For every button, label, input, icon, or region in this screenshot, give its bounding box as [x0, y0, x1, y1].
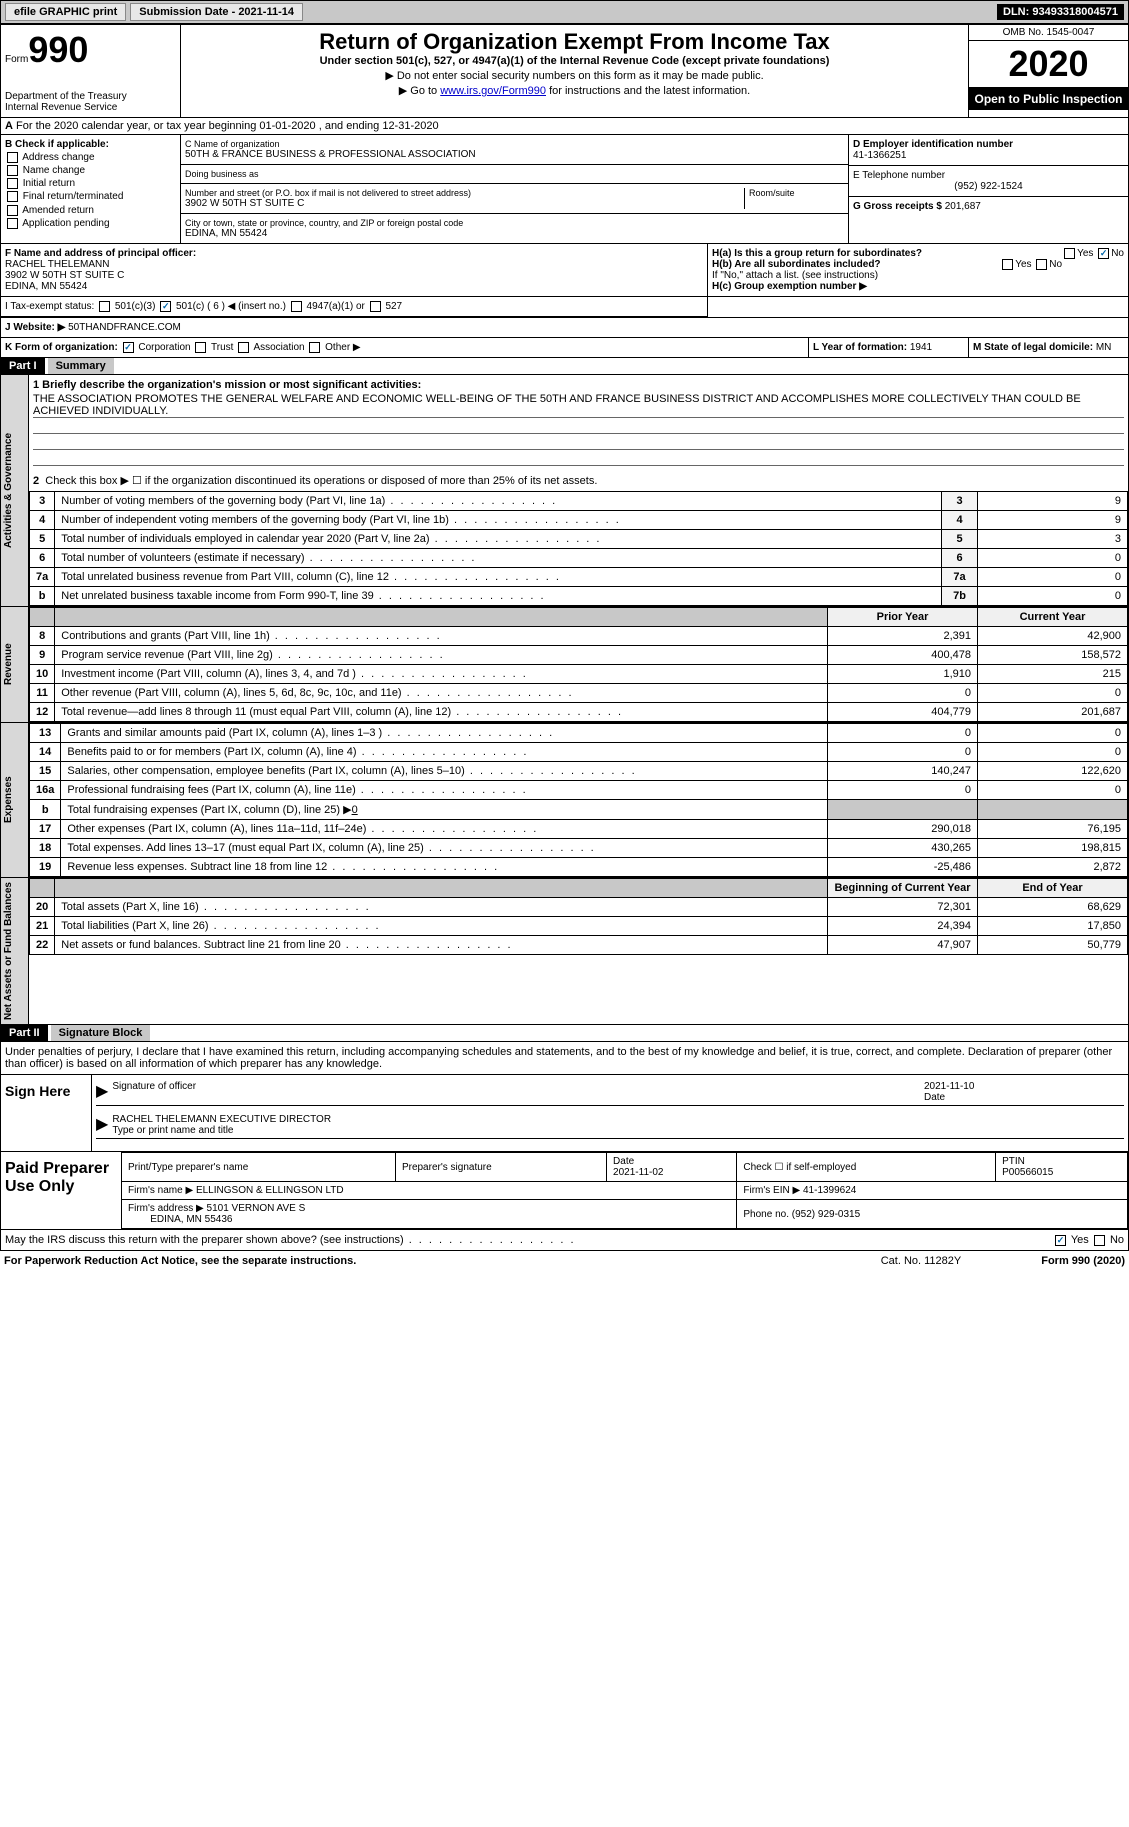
discuss-yes[interactable]: [1055, 1235, 1066, 1246]
paid-preparer-label: Paid Preparer Use Only: [1, 1152, 121, 1229]
dept-treasury: Department of the Treasury Internal Reve…: [5, 91, 176, 113]
governance-table: 3Number of voting members of the governi…: [29, 491, 1128, 606]
form-990-label: Form 990: [5, 29, 176, 71]
dln: DLN: 93493318004571: [997, 4, 1124, 20]
street-address: 3902 W 50TH ST SUITE C: [185, 198, 744, 209]
top-bar: efile GRAPHIC print Submission Date - 20…: [0, 0, 1129, 24]
501c-check[interactable]: [160, 301, 171, 312]
note-ssn: ▶ Do not enter social security numbers o…: [189, 69, 960, 82]
form-ref: Form 990 (2020): [1041, 1255, 1125, 1267]
ptin: P00566015: [1002, 1167, 1053, 1178]
hb-no[interactable]: [1036, 259, 1047, 270]
check-final: Final return/terminated: [5, 191, 176, 202]
summary-governance: Activities & Governance 1 Briefly descri…: [0, 375, 1129, 607]
firm-name: ELLINGSON & ELLINGSON LTD: [196, 1185, 344, 1196]
year-formation: 1941: [910, 342, 932, 353]
4947-check[interactable]: [291, 301, 302, 312]
officer-printed: RACHEL THELEMANN EXECUTIVE DIRECTOR: [112, 1114, 331, 1125]
website: 50THANDFRANCE.COM: [68, 322, 181, 333]
check-address: Address change: [5, 152, 176, 163]
vert-revenue: Revenue: [1, 607, 29, 722]
prep-date: 2021-11-02: [613, 1167, 663, 1178]
firm-phone: (952) 929-0315: [792, 1209, 860, 1220]
domicile: MN: [1096, 342, 1112, 353]
irs-link[interactable]: www.irs.gov/Form990: [440, 85, 546, 97]
box-f-h: F Name and address of principal officer:…: [0, 244, 1129, 297]
check-name: Name change: [5, 165, 176, 176]
vert-netassets: Net Assets or Fund Balances: [1, 878, 29, 1024]
prep-row1: Print/Type preparer's name Preparer's si…: [122, 1153, 1128, 1182]
officer-name: RACHEL THELEMANN: [5, 259, 109, 270]
501c3-check[interactable]: [99, 301, 110, 312]
officer-addr1: 3902 W 50TH ST SUITE C: [5, 270, 124, 281]
firm-addr2: EDINA, MN 55436: [150, 1214, 232, 1225]
revenue-table: Prior YearCurrent Year8Contributions and…: [29, 607, 1128, 722]
form-subtitle: Under section 501(c), 527, or 4947(a)(1)…: [189, 55, 960, 67]
firm-ein: 41-1399624: [803, 1185, 856, 1196]
check-amended: Amended return: [5, 205, 176, 216]
sign-here-label: Sign Here: [1, 1075, 91, 1151]
527-check[interactable]: [370, 301, 381, 312]
sign-date: 2021-11-10: [924, 1081, 974, 1092]
sign-here-block: Sign Here ▶ Signature of officer 2021-11…: [0, 1075, 1129, 1152]
summary-expenses: Expenses 13Grants and similar amounts pa…: [0, 723, 1129, 878]
firm-addr1: 5101 VERNON AVE S: [207, 1203, 306, 1214]
signature-declaration: Under penalties of perjury, I declare th…: [0, 1042, 1129, 1075]
city-state: EDINA, MN 55424: [185, 228, 844, 239]
part1-header: Part I Summary: [0, 358, 1129, 375]
discuss-row: May the IRS discuss this return with the…: [0, 1230, 1129, 1251]
ha-yes[interactable]: [1064, 248, 1075, 259]
assoc-check[interactable]: [238, 342, 249, 353]
box-j: J Website: ▶ 50THANDFRANCE.COM: [0, 318, 1129, 338]
part2-header: Part II Signature Block: [0, 1025, 1129, 1042]
box-d-e-g: D Employer identification number 41-1366…: [848, 135, 1128, 243]
mission-text: THE ASSOCIATION PROMOTES THE GENERAL WEL…: [33, 393, 1124, 418]
hb-yes[interactable]: [1002, 259, 1013, 270]
tax-year-row: A For the 2020 calendar year, or tax yea…: [0, 118, 1129, 135]
form-header: Form 990 Department of the Treasury Inte…: [0, 24, 1129, 118]
cat-no: Cat. No. 11282Y: [881, 1255, 962, 1267]
corp-check[interactable]: [123, 342, 134, 353]
box-k-l-m: K Form of organization: Corporation Trus…: [0, 338, 1129, 358]
officer-addr2: EDINA, MN 55424: [5, 281, 87, 292]
info-grid: B Check if applicable: Address change Na…: [0, 135, 1129, 244]
form-title: Return of Organization Exempt From Incom…: [189, 29, 960, 55]
omb-number: OMB No. 1545-0047: [969, 25, 1128, 41]
gross-receipts: 201,687: [945, 201, 981, 212]
prep-row2: Firm's name ▶ ELLINGSON & ELLINGSON LTD …: [122, 1182, 1128, 1200]
ha-no[interactable]: [1098, 248, 1109, 259]
trust-check[interactable]: [195, 342, 206, 353]
paid-preparer-block: Paid Preparer Use Only Print/Type prepar…: [0, 1152, 1129, 1230]
note-link: ▶ Go to www.irs.gov/Form990 for instruct…: [189, 84, 960, 97]
expenses-table: 13Grants and similar amounts paid (Part …: [29, 723, 1128, 877]
box-i-j: I Tax-exempt status: 501(c)(3) 501(c) ( …: [0, 297, 1129, 318]
page-footer: For Paperwork Reduction Act Notice, see …: [0, 1251, 1129, 1271]
discuss-no[interactable]: [1094, 1235, 1105, 1246]
summary-netassets: Net Assets or Fund Balances Beginning of…: [0, 878, 1129, 1025]
vert-expenses: Expenses: [1, 723, 29, 877]
vert-governance: Activities & Governance: [1, 375, 29, 606]
org-name: 50TH & FRANCE BUSINESS & PROFESSIONAL AS…: [185, 149, 844, 160]
box-c: C Name of organization 50TH & FRANCE BUS…: [181, 135, 848, 243]
ein: 41-1366251: [853, 150, 906, 161]
check-initial: Initial return: [5, 178, 176, 189]
prep-row3: Firm's address ▶ 5101 VERNON AVE S EDINA…: [122, 1200, 1128, 1229]
public-inspection: Open to Public Inspection: [969, 88, 1128, 110]
check-pending: Application pending: [5, 218, 176, 229]
other-check[interactable]: [309, 342, 320, 353]
summary-revenue: Revenue Prior YearCurrent Year8Contribut…: [0, 607, 1129, 723]
tax-year: 2020: [969, 41, 1128, 88]
netassets-table: Beginning of Current YearEnd of Year20To…: [29, 878, 1128, 955]
submission-date: Submission Date - 2021-11-14: [130, 3, 303, 21]
telephone: (952) 922-1524: [853, 181, 1124, 192]
box-b: B Check if applicable: Address change Na…: [1, 135, 181, 243]
efile-button[interactable]: efile GRAPHIC print: [5, 3, 126, 21]
